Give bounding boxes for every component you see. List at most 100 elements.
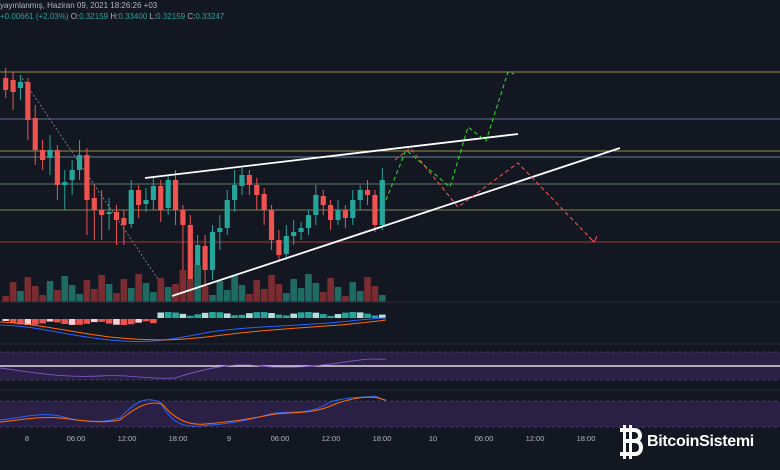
high-label: H: <box>110 12 119 21</box>
candle-body <box>364 190 371 195</box>
volume-bar <box>268 275 275 302</box>
candle-body <box>239 175 245 186</box>
volume-bar <box>290 279 298 302</box>
candle-body <box>10 80 16 92</box>
wedge-upper-trendline <box>144 133 519 179</box>
time-axis-label: 18:00 <box>168 434 188 443</box>
volume-bar <box>223 290 231 302</box>
volume-bar <box>334 287 342 302</box>
volume-bar <box>76 294 83 302</box>
volume-bar <box>150 292 157 302</box>
candle-body <box>320 196 326 205</box>
macd-histogram-bar <box>238 314 246 318</box>
time-axis-label: 06:00 <box>474 434 494 443</box>
stoch-d-line <box>0 396 387 425</box>
candle-body <box>350 200 356 218</box>
watermark-text: BitcoinSistemi <box>647 433 754 450</box>
time-axis-label: 18:00 <box>372 434 392 443</box>
candle-body <box>143 200 149 204</box>
volume-bar <box>305 274 312 302</box>
volume-bar <box>90 289 98 302</box>
macd-histogram-bar <box>2 319 10 321</box>
macd-histogram-bar <box>54 319 61 323</box>
candle-body <box>187 225 193 290</box>
macd-histogram-bar <box>290 313 298 318</box>
volume-bar <box>179 270 187 302</box>
macd-histogram-bar <box>305 312 312 318</box>
macd-histogram-bar <box>268 312 275 318</box>
volume-bar <box>201 286 209 302</box>
time-axis-label: 12:00 <box>525 434 545 443</box>
candle-body <box>246 175 252 185</box>
candle-body <box>32 118 38 150</box>
rsi-line <box>0 358 387 379</box>
candle-body <box>165 180 171 208</box>
volume-bar <box>319 292 327 302</box>
macd-line <box>0 317 387 343</box>
volume-bar <box>120 279 128 302</box>
candle-body <box>76 155 83 170</box>
volume-bar <box>238 285 246 302</box>
time-axis-label: 06:00 <box>270 434 290 443</box>
volume-bar <box>356 291 364 302</box>
open-value: 0.32159 <box>79 12 109 21</box>
macd-histogram-bar <box>39 319 46 324</box>
time-axis-label: 12:00 <box>321 434 341 443</box>
legend-header: yayınlanmış, Haziran 09, 2021 18:26:26 +… <box>0 0 224 22</box>
volume-bar <box>194 265 202 302</box>
volume-bar <box>17 291 24 302</box>
candle-body <box>232 185 238 200</box>
macd-histogram-bar <box>209 312 216 318</box>
macd-histogram-bar <box>113 319 120 325</box>
candle-body <box>172 180 179 210</box>
candle-body <box>283 236 289 254</box>
signal-line <box>0 319 387 341</box>
bullish-projection-path <box>385 71 515 201</box>
volume-bar <box>54 290 61 302</box>
low-value: 0.32159 <box>156 12 186 21</box>
macd-histogram-bar <box>76 319 83 325</box>
high-value: 0.33400 <box>118 12 148 21</box>
macd-histogram-bar <box>68 319 76 325</box>
time-axis-label: 10 <box>428 434 438 443</box>
volume-bar <box>61 276 69 302</box>
candle-body <box>357 190 363 200</box>
stoch-rsi-pane <box>0 395 780 428</box>
time-axis-label: 06:00 <box>66 434 86 443</box>
candle-body <box>62 182 68 185</box>
macd-histogram-bar <box>246 313 253 318</box>
bitcoin-icon <box>620 425 643 459</box>
candle-body <box>261 194 267 210</box>
macd-histogram-bar <box>83 319 91 324</box>
macd-histogram-bar <box>31 319 39 325</box>
volume-bar <box>371 286 379 302</box>
diagonal-dotted-trendline <box>19 74 163 286</box>
candle-body <box>379 180 385 225</box>
candle-body <box>209 232 216 270</box>
volume-bar <box>253 280 261 302</box>
macd-histogram-bar <box>24 319 32 325</box>
candle-body <box>121 218 127 225</box>
candle-body <box>313 195 319 215</box>
macd-histogram-bar <box>164 312 172 318</box>
open-label: O: <box>70 12 80 21</box>
candle-body <box>91 198 97 210</box>
time-axis[interactable]: 8 06:00 12:00 18:00 9 06:00 12:00 18:00 … <box>0 434 780 446</box>
volume-bar <box>39 295 46 302</box>
macd-histogram-bar <box>312 312 320 318</box>
candle-body <box>150 186 156 200</box>
candle-body <box>84 155 90 200</box>
macd-histogram-bar <box>327 315 334 318</box>
macd-histogram-bar <box>186 315 194 318</box>
volume-bar <box>24 277 32 302</box>
volume-bar <box>349 282 357 302</box>
macd-histogram-bar <box>172 312 179 318</box>
candle-body <box>291 232 297 236</box>
time-axis-label: 12:00 <box>117 434 137 443</box>
time-axis-label: 18:00 <box>576 434 596 443</box>
macd-histogram-bar <box>260 312 268 318</box>
time-axis-label: 9 <box>226 434 232 443</box>
volume-bar <box>31 286 39 302</box>
rsi-pane <box>0 351 780 381</box>
